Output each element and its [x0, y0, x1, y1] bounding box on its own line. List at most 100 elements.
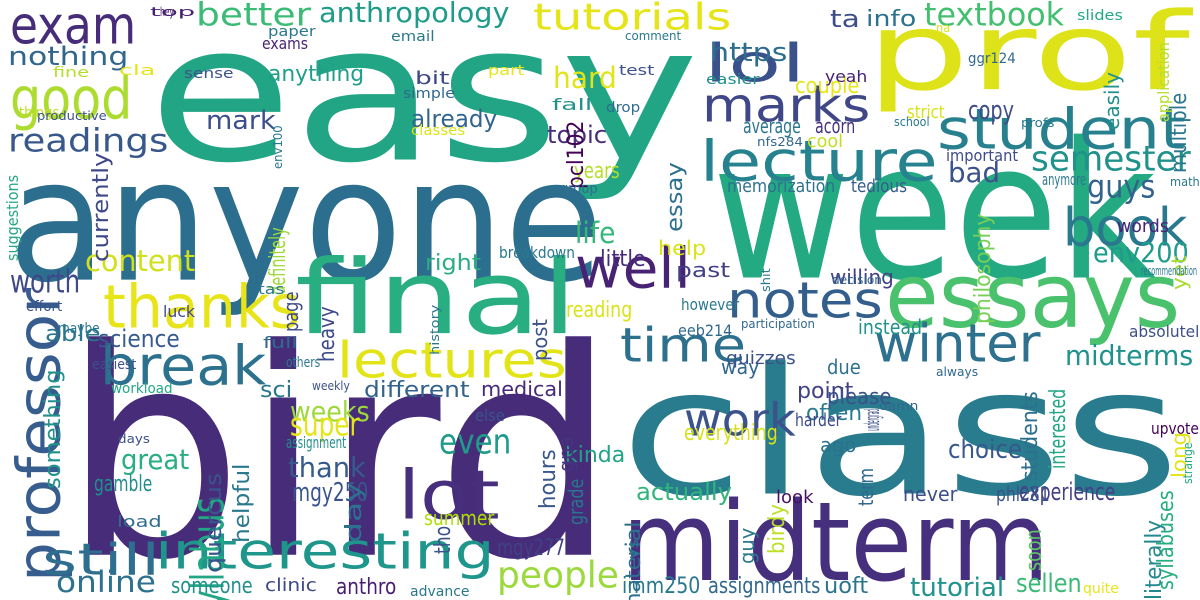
word-strange: strange [1179, 442, 1196, 484]
word-tutorial: tutorial [910, 571, 1005, 600]
word-guy: guy [735, 527, 760, 564]
word-things: things [19, 104, 60, 122]
word-even: even [439, 421, 512, 463]
word-able: able [45, 320, 101, 347]
word-willing: willing [830, 265, 894, 290]
word-better: better [196, 0, 312, 35]
word-work: work [684, 393, 796, 448]
word-ggr124: ggr124 [968, 50, 1016, 68]
word-pcl102: pcl102 [562, 120, 589, 189]
word-slides: slides [1077, 7, 1123, 25]
word-full: full [263, 332, 298, 353]
word-weeks: weeks [290, 395, 370, 429]
word-students: students [1016, 391, 1043, 481]
word-damn: damn [879, 397, 919, 414]
word-midterm: midterm [622, 478, 1050, 600]
word-harder: harder [795, 409, 842, 432]
word-worth: worth [10, 263, 81, 302]
word-years: years [574, 157, 620, 184]
word-summer: summer [424, 506, 495, 531]
word-clinic: clinic [265, 574, 317, 597]
word-suggestions: suggestions [2, 174, 23, 261]
word-topic: topic [547, 121, 608, 150]
word-ago: ago [820, 433, 857, 458]
word-life: life [575, 215, 616, 251]
word-birdy: birdy [763, 504, 790, 554]
word-textbook: textbook [924, 0, 1065, 35]
word-hard: hard [553, 60, 617, 96]
word-quizzes: quizzes [726, 347, 796, 370]
word-workload: workload [111, 380, 173, 398]
word-others: others [286, 354, 321, 372]
word-bit: bit [415, 67, 450, 90]
word-content: content [85, 243, 196, 279]
word-paper: paper [268, 23, 316, 41]
word-break: break [100, 334, 267, 399]
word-tedious: tedious [851, 175, 908, 198]
word-cla: cla [119, 62, 156, 80]
word-breakdown: breakdown [499, 242, 575, 263]
word-exams: exams [262, 33, 309, 54]
word-guys: guys [1087, 168, 1156, 207]
word-top: top [150, 3, 196, 20]
word-phl281: phl281 [996, 482, 1050, 507]
word-readings: readings [8, 122, 169, 161]
word-people: people [497, 554, 619, 598]
word-anymore: anymore [1042, 169, 1087, 190]
word-simple: simple [403, 85, 455, 103]
word-info: info [866, 5, 917, 32]
word-super: super [290, 406, 360, 445]
word-shit: shit [757, 268, 774, 292]
word-sellen: sellen [1016, 567, 1082, 599]
word-sense: sense [184, 65, 234, 83]
word-midterms: midterms [1065, 339, 1194, 373]
word-mark: mark [206, 104, 276, 136]
word-point: point [797, 377, 854, 404]
word-gamble: gamble [94, 470, 153, 497]
word-cool: cool [807, 130, 844, 153]
word-words: words [1117, 215, 1169, 238]
word-else: else [475, 405, 505, 426]
word-easiest: easiest [92, 356, 137, 374]
word-time: time [620, 317, 747, 374]
word-science: science [98, 325, 180, 354]
word-reading: reading [566, 296, 633, 323]
word-tho: tho [429, 525, 456, 554]
word-application: application [1153, 42, 1174, 123]
word-medical: medical [481, 377, 563, 402]
word-na: na [936, 19, 951, 36]
word-thank: thank [288, 451, 366, 485]
word-luck: luck [163, 301, 195, 322]
word-vs: vs [625, 539, 643, 559]
word-nothing: nothing [8, 40, 129, 72]
word-history: history [426, 304, 443, 355]
word-notes: notes [727, 272, 883, 331]
word-different: different [364, 376, 470, 403]
word-way: way [721, 355, 760, 380]
word-copy: copy [968, 94, 1014, 126]
word-good: good [10, 64, 133, 133]
word-couple: couple [795, 72, 860, 99]
word-prof: prof [866, 0, 1190, 116]
word-load: load [117, 511, 162, 532]
word-env200: env200 [1093, 236, 1189, 270]
word-part: part [488, 62, 525, 80]
word-thanks: thanks [103, 272, 301, 343]
word-gpa: gpa [554, 436, 579, 472]
word-lol: lol [704, 32, 806, 95]
word-syllabuses: syllabuses [1152, 490, 1179, 590]
word-soon: soon [1020, 529, 1047, 571]
word-interesting: interesting [155, 523, 495, 582]
word-math: math [1170, 173, 1200, 190]
word-anyone: anyone [8, 123, 604, 321]
word-days: days [118, 430, 150, 447]
word-student: student [937, 96, 1186, 163]
word-day: day [340, 482, 367, 543]
word-easier: easier [706, 71, 760, 89]
word-please: please [827, 383, 892, 410]
word-drop: drop [606, 99, 641, 117]
word-material: material [621, 521, 646, 600]
word-fine: fine [53, 64, 89, 82]
word-tas: tas [258, 281, 285, 299]
